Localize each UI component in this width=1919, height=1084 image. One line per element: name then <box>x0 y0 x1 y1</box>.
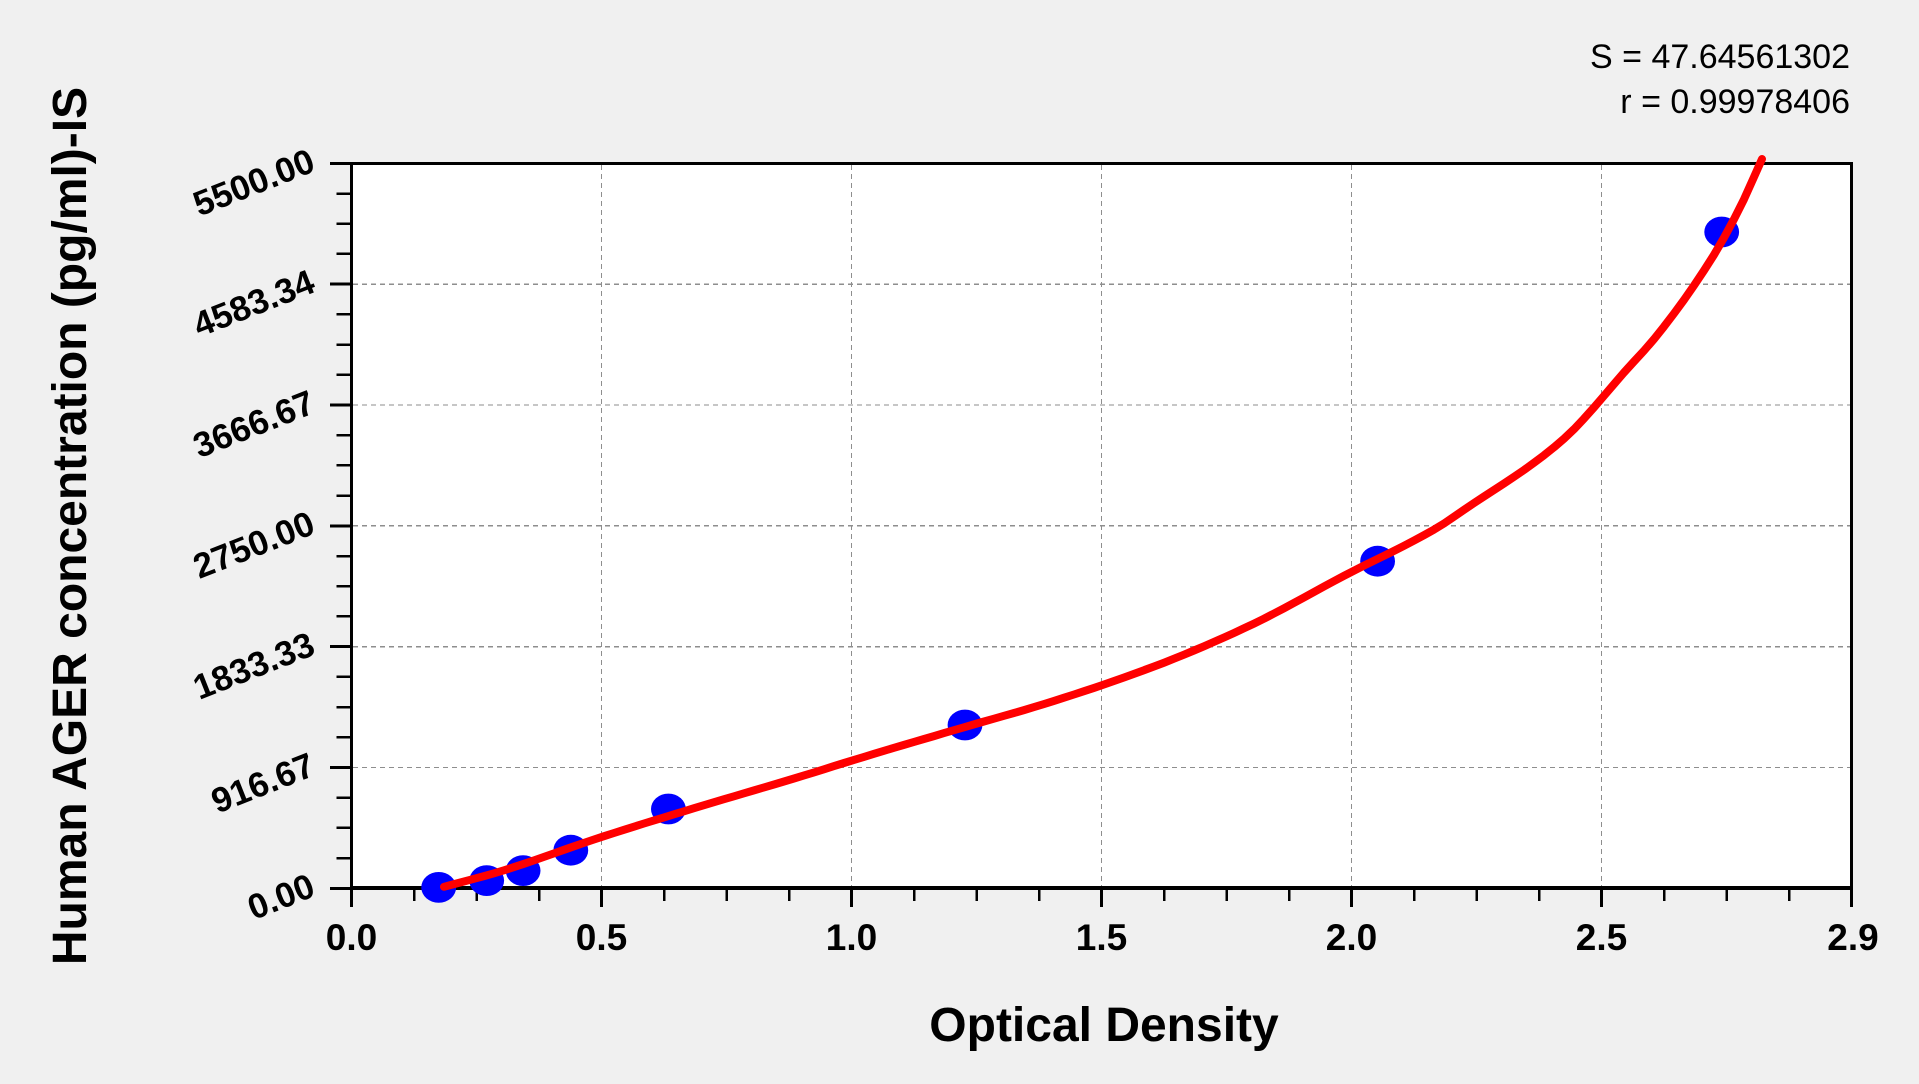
svg-text:0.0: 0.0 <box>326 917 377 958</box>
svg-text:r = 0.99978406: r = 0.99978406 <box>1620 83 1850 121</box>
svg-text:S = 47.64561302: S = 47.64561302 <box>1590 38 1850 76</box>
svg-text:1.0: 1.0 <box>826 917 877 958</box>
svg-text:Human AGER concentration (pg/m: Human AGER concentration (pg/ml)-IS <box>44 87 97 965</box>
svg-text:2.5: 2.5 <box>1576 917 1627 958</box>
svg-text:Optical Density: Optical Density <box>929 999 1279 1052</box>
svg-text:0.5: 0.5 <box>576 917 627 958</box>
svg-text:2.0: 2.0 <box>1326 917 1377 958</box>
svg-text:1.5: 1.5 <box>1076 917 1127 958</box>
svg-text:2.9: 2.9 <box>1827 917 1878 958</box>
